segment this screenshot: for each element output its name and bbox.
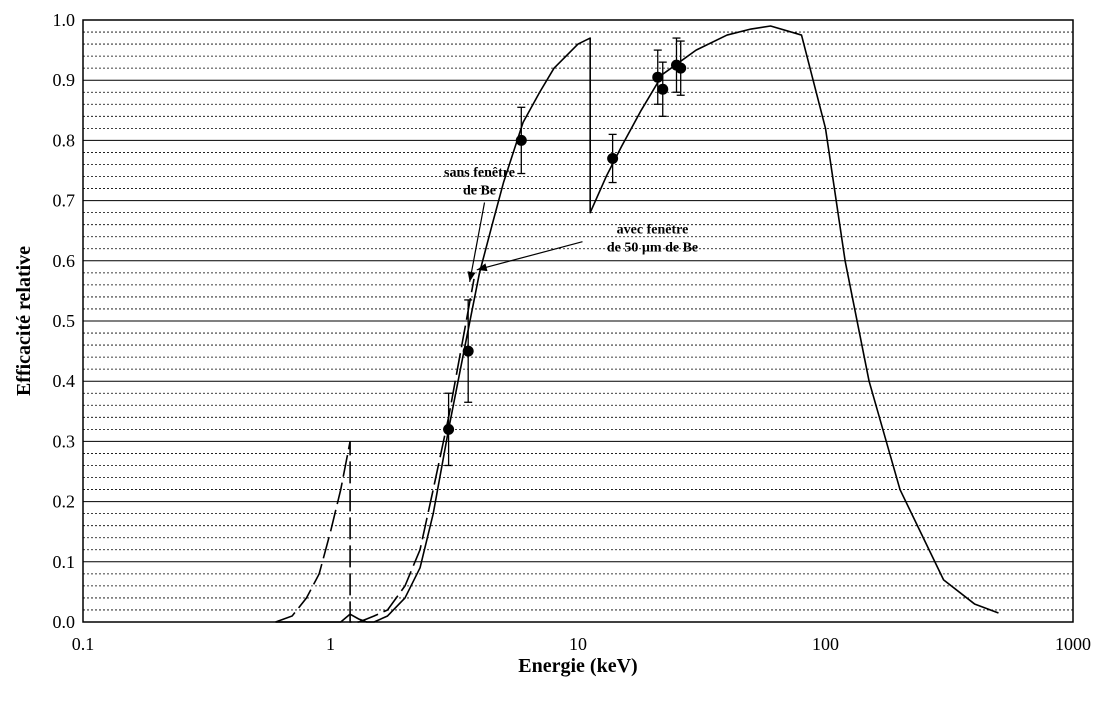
arrowhead bbox=[467, 271, 476, 282]
x-tick-label: 1000 bbox=[1055, 634, 1091, 654]
y-tick-label: 0.1 bbox=[53, 552, 76, 572]
y-tick-label: 0.3 bbox=[53, 431, 76, 451]
y-tick-label: 0.7 bbox=[53, 191, 76, 211]
data-point bbox=[675, 62, 687, 74]
annotation-arrow bbox=[476, 241, 583, 271]
curve-without-window bbox=[275, 278, 475, 623]
data-point bbox=[462, 345, 474, 357]
data-point bbox=[443, 423, 455, 435]
tick-labels: 0.00.10.20.30.40.50.60.70.80.91.00.1 1 10 1… bbox=[53, 10, 1092, 654]
x-tick-label: 1 bbox=[326, 634, 335, 654]
y-tick-label: 0.9 bbox=[53, 70, 76, 90]
curve-with-window bbox=[275, 25, 999, 623]
annotation-label: sans fenêtre bbox=[444, 166, 515, 181]
data-points bbox=[443, 37, 687, 467]
annotation-label: de Be bbox=[463, 184, 496, 199]
y-tick-label: 0.4 bbox=[53, 371, 76, 391]
y-tick-label: 0.2 bbox=[53, 492, 76, 512]
y-tick-label: 0.8 bbox=[53, 130, 76, 150]
x-tick-label: 10 bbox=[569, 634, 587, 654]
y-tick-label: 0.5 bbox=[53, 311, 76, 331]
annotation-arrow bbox=[469, 202, 486, 282]
curves bbox=[275, 25, 999, 623]
grid bbox=[83, 19, 1073, 623]
y-tick-label: 1.0 bbox=[53, 10, 76, 30]
data-point bbox=[657, 83, 669, 95]
annotations: sans fenêtre de Be avec fenêtre de 50 µm de… bbox=[444, 166, 698, 282]
annotation-label: de 50 µm de Be bbox=[607, 241, 698, 256]
y-tick-label: 0.6 bbox=[53, 251, 76, 271]
x-axis-title: Energie (keV) bbox=[518, 655, 637, 677]
y-axis-title: Efficacité relative bbox=[13, 246, 35, 396]
x-tick-label: 100 bbox=[812, 634, 839, 654]
arrowhead bbox=[476, 263, 488, 272]
data-point bbox=[652, 71, 664, 83]
plot-frame bbox=[82, 19, 1074, 623]
data-point bbox=[515, 134, 527, 146]
annotation-label: avec fenêtre bbox=[617, 223, 689, 238]
x-tick-label: 0.1 bbox=[72, 634, 95, 654]
y-tick-label: 0.0 bbox=[53, 612, 76, 632]
data-point bbox=[607, 152, 619, 164]
